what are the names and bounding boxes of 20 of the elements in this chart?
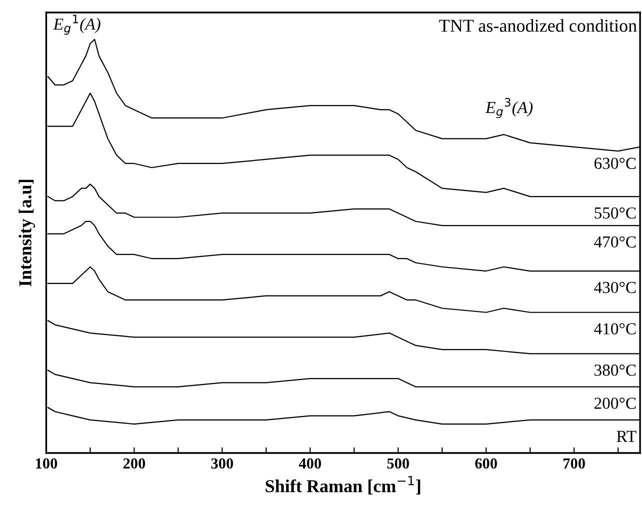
- chart-title: TNT as-anodized condition: [439, 19, 637, 32]
- series-label: 630°C: [594, 158, 636, 170]
- x-tick-label: 700: [564, 458, 585, 469]
- y-axis-title: Intensity [a.u]: [18, 180, 36, 286]
- series-label: 410°C: [594, 323, 636, 334]
- series-label: 380°C: [594, 364, 636, 376]
- x-tick-label: 400: [298, 458, 322, 469]
- x-axis-title: Shift Raman [cm$^{−1}$]: [266, 476, 420, 494]
- text: E$_{g}$$^{1}$(A): [53, 14, 100, 35]
- series-label: 200°C: [594, 398, 636, 409]
- x-tick-label: 500: [387, 458, 410, 469]
- series-label: 470°C: [594, 236, 636, 248]
- series-label: 550°C: [594, 207, 636, 219]
- x-tick-label: 300: [211, 458, 234, 469]
- x-tick-label: 100: [36, 458, 58, 469]
- series-label: RT: [616, 430, 636, 442]
- x-tick-label: 200: [123, 458, 146, 469]
- series-label: 430°C: [594, 282, 636, 294]
- annotation: E$_{g}$$^{3}$(A): [485, 98, 533, 118]
- x-tick-label: 600: [475, 458, 497, 469]
